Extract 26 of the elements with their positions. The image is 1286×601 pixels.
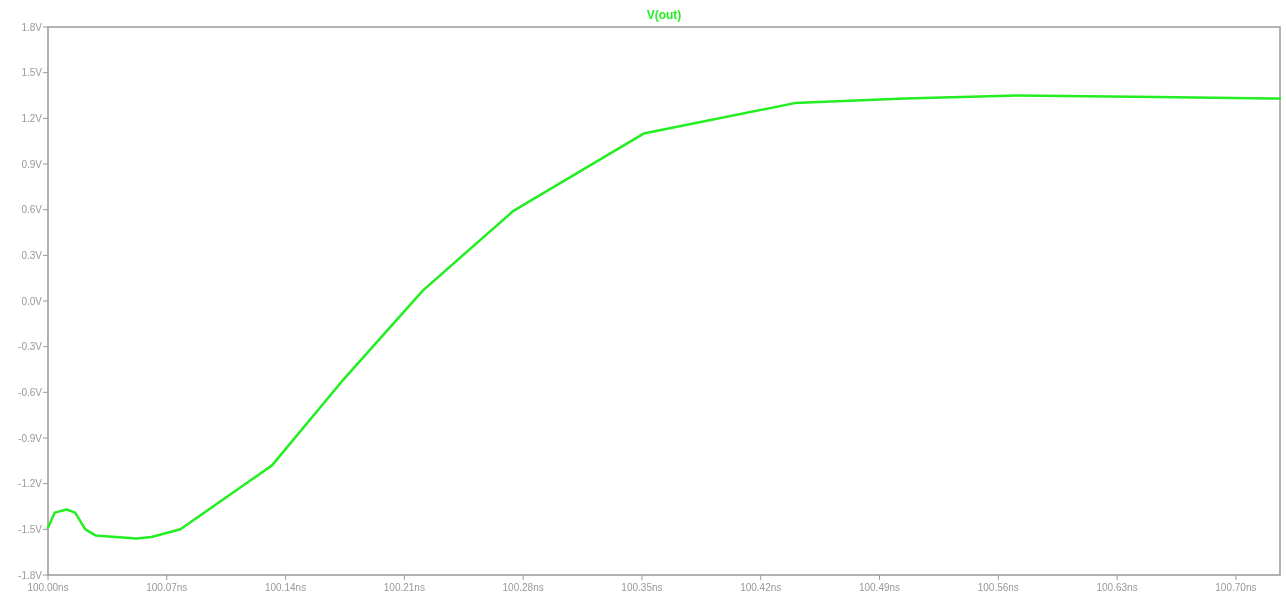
x-tick-label: 100.00ns <box>27 582 69 593</box>
y-tick-label: 0.6V <box>21 204 43 216</box>
x-tick-label: 100.56ns <box>977 582 1019 593</box>
x-tick-label: 100.21ns <box>383 582 425 593</box>
x-tick-label: 100.14ns <box>265 582 307 593</box>
y-tick-label: 0.0V <box>21 295 43 307</box>
y-tick-label: -1.5V <box>18 523 43 535</box>
line-series <box>46 94 1282 540</box>
x-tick-label: 100.49ns <box>858 582 901 593</box>
y-tick-label: -1.2V <box>18 478 43 490</box>
y-tick-label: -0.9V <box>18 432 43 444</box>
y-tick-label: -0.6V <box>18 386 43 398</box>
x-tick-label: 100.70ns <box>1215 582 1257 593</box>
x-tick-label: 100.07ns <box>146 582 188 593</box>
y-tick-label: 0.9V <box>21 158 43 170</box>
x-tick-label: 100.42ns <box>740 582 782 593</box>
x-tick-label: 100.35ns <box>621 582 663 593</box>
y-tick-label: 1.2V <box>21 112 43 124</box>
x-tick-label: 100.28ns <box>502 582 544 593</box>
y-tick-label: -1.8V <box>18 569 43 581</box>
text: V(out) <box>646 8 682 22</box>
y-tick-label: 1.5V <box>21 67 43 79</box>
y-tick-label: 1.8V <box>21 21 43 33</box>
y-tick-label: -0.3V <box>18 341 43 353</box>
y-tick-label: 0.3V <box>21 249 43 261</box>
x-tick-label: 100.63ns <box>1096 582 1138 593</box>
